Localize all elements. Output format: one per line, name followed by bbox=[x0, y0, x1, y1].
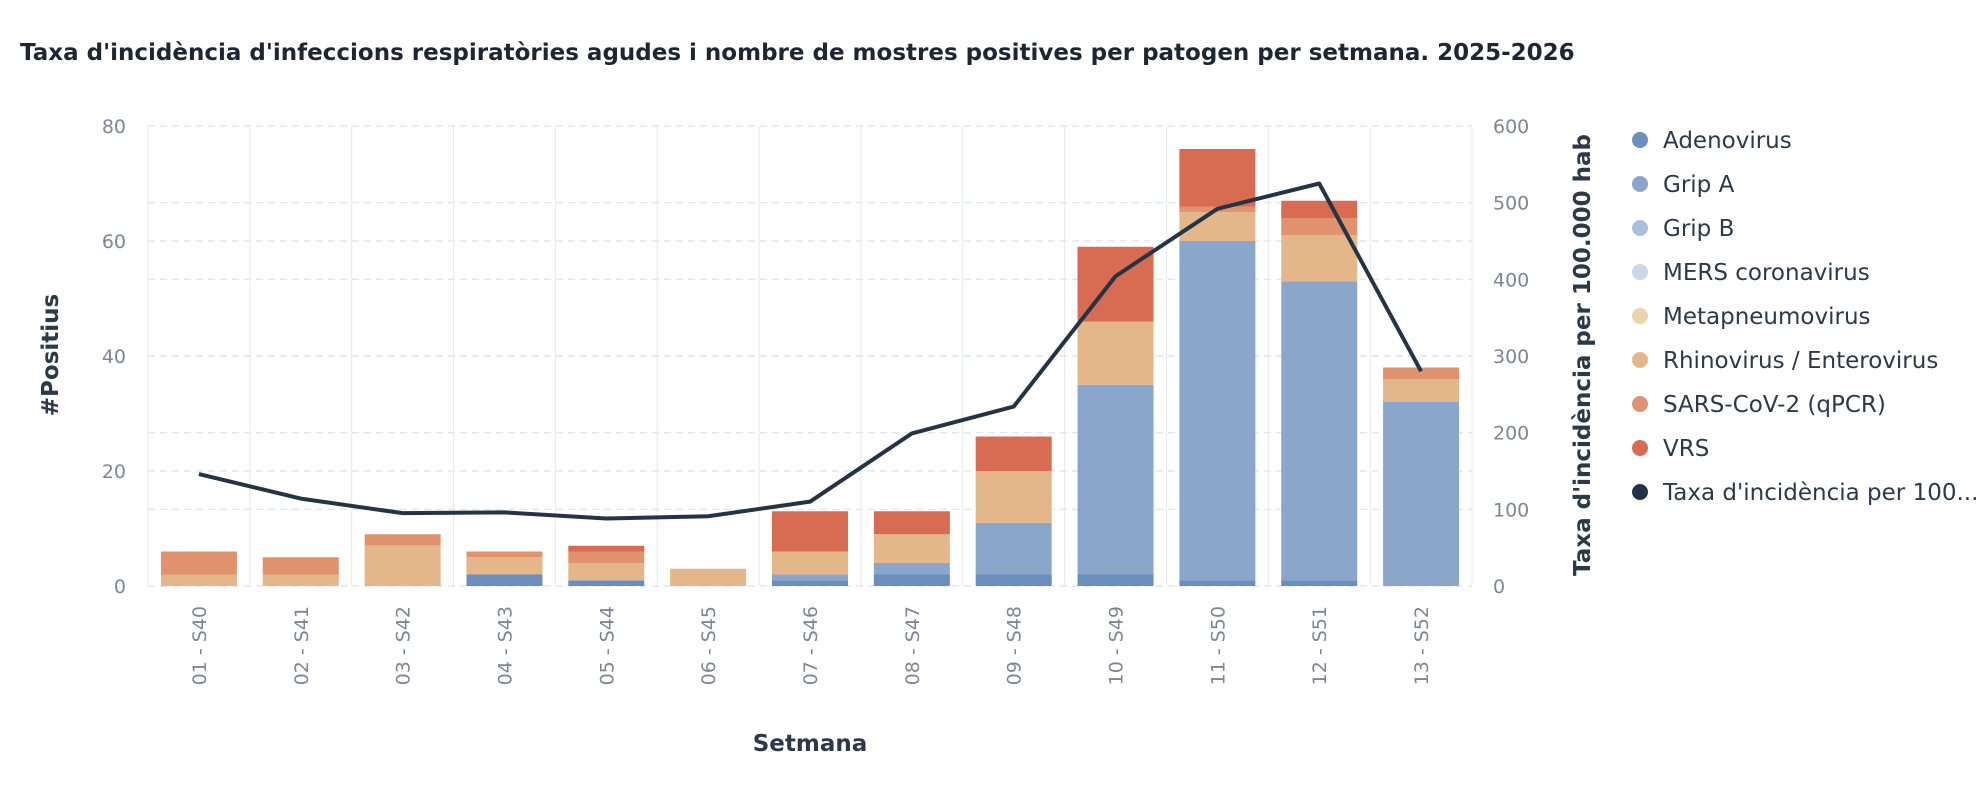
bar-grip-a-11 bbox=[1179, 241, 1256, 581]
axes: #Positius Taxa d'incidència per 100.000 … bbox=[38, 116, 1596, 757]
bar-rhinovirus-enterovirus-3 bbox=[364, 545, 441, 586]
bar-rhinovirus-enterovirus-9 bbox=[975, 471, 1052, 523]
bar-sars-cov-2-qpcr--2 bbox=[262, 557, 339, 575]
x-tick-label: 01 - S40 bbox=[189, 606, 211, 685]
bar-vrs-8 bbox=[873, 511, 950, 535]
x-tick-label: 08 - S47 bbox=[902, 606, 924, 685]
y-tick-label: 20 bbox=[102, 461, 126, 483]
legend-marker bbox=[1632, 220, 1648, 236]
legend-label: Grip A bbox=[1663, 172, 1735, 198]
bar-rhinovirus-enterovirus-5 bbox=[568, 563, 645, 581]
bar-adenovirus-9 bbox=[975, 574, 1052, 586]
y-tick-label: 0 bbox=[114, 576, 126, 598]
bar-sars-cov-2-qpcr--3 bbox=[364, 534, 441, 546]
x-tick-label: 12 - S51 bbox=[1309, 606, 1331, 685]
bar-vrs-9 bbox=[975, 436, 1052, 471]
chart-title: Taxa d'incidència d'infeccions respiratò… bbox=[20, 40, 1575, 66]
bar-grip-a-7 bbox=[772, 574, 848, 581]
y-axis-title: #Positius bbox=[38, 294, 64, 416]
bar-grip-a-10 bbox=[1077, 384, 1154, 575]
legend-label: Metapneumovirus bbox=[1663, 304, 1871, 330]
bar-grip-a-12 bbox=[1281, 281, 1358, 581]
bar-adenovirus-8 bbox=[873, 574, 950, 586]
bar-vrs-11 bbox=[1179, 149, 1256, 207]
bar-adenovirus-5 bbox=[568, 580, 645, 586]
y2-tick-label: 0 bbox=[1493, 576, 1505, 598]
x-axis-title: Setmana bbox=[753, 731, 868, 757]
bar-sars-cov-2-qpcr--4 bbox=[466, 551, 543, 558]
bar-grip-a-13 bbox=[1383, 402, 1460, 586]
legend-marker bbox=[1632, 484, 1648, 500]
legend-marker bbox=[1632, 176, 1648, 192]
y2-tick-label: 400 bbox=[1493, 269, 1529, 291]
bar-grip-a-9 bbox=[975, 522, 1052, 575]
x-tick-label: 13 - S52 bbox=[1411, 606, 1433, 685]
bar-rhinovirus-enterovirus-13 bbox=[1383, 379, 1460, 402]
incidence-line-layer bbox=[198, 181, 1423, 521]
bars bbox=[160, 149, 1460, 586]
y2-tick-label: 200 bbox=[1493, 423, 1529, 445]
legend-label: Grip B bbox=[1663, 216, 1734, 242]
bar-adenovirus-10 bbox=[1077, 574, 1154, 586]
legend-label: Adenovirus bbox=[1663, 128, 1792, 154]
bar-rhinovirus-enterovirus-1 bbox=[160, 574, 237, 586]
legend-label: Taxa d'incidència per 100... bbox=[1662, 480, 1978, 506]
incidence-rate-line bbox=[198, 181, 1423, 521]
legend-marker bbox=[1632, 440, 1648, 456]
y-tick-label: 40 bbox=[102, 346, 126, 368]
bar-vrs-12 bbox=[1281, 200, 1358, 218]
bar-adenovirus-12 bbox=[1281, 580, 1358, 586]
bar-rhinovirus-enterovirus-8 bbox=[873, 534, 950, 563]
bar-rhinovirus-enterovirus-7 bbox=[772, 551, 848, 575]
x-tick-label: 10 - S49 bbox=[1106, 606, 1128, 685]
x-tick-label: 04 - S43 bbox=[494, 606, 516, 685]
x-tick-label: 05 - S44 bbox=[596, 606, 618, 685]
y2-tick-label: 100 bbox=[1493, 499, 1529, 521]
y2-tick-label: 600 bbox=[1493, 116, 1529, 138]
bar-rhinovirus-enterovirus-10 bbox=[1077, 321, 1154, 385]
legend-label: Rhinovirus / Enterovirus bbox=[1663, 348, 1938, 374]
y2-tick-label: 300 bbox=[1493, 346, 1529, 368]
legend-label: VRS bbox=[1663, 436, 1709, 462]
legend: Adenovirus Grip A Grip B MERS coronavirus Me… bbox=[1632, 128, 1978, 506]
bar-rhinovirus-enterovirus-6 bbox=[670, 568, 747, 586]
x-tick-label: 02 - S41 bbox=[291, 606, 313, 685]
bar-vrs-5 bbox=[568, 545, 645, 552]
bar-rhinovirus-enterovirus-2 bbox=[262, 574, 339, 586]
x-tick-label: 06 - S45 bbox=[698, 606, 720, 685]
legend-marker bbox=[1632, 352, 1648, 368]
bar-grip-a-8 bbox=[873, 563, 950, 575]
y-tick-label: 60 bbox=[102, 231, 126, 253]
legend-marker bbox=[1632, 132, 1648, 148]
x-tick-label: 07 - S46 bbox=[800, 606, 822, 685]
x-tick-label: 03 - S42 bbox=[393, 606, 415, 685]
bar-sars-cov-2-qpcr--1 bbox=[160, 551, 237, 575]
legend-label: SARS-CoV-2 (qPCR) bbox=[1663, 392, 1886, 418]
legend-label: MERS coronavirus bbox=[1663, 260, 1870, 286]
bar-adenovirus-4 bbox=[466, 574, 543, 586]
y-tick-label: 80 bbox=[102, 116, 126, 138]
bar-sars-cov-2-qpcr--5 bbox=[568, 551, 645, 563]
y2-tick-label: 500 bbox=[1493, 193, 1529, 215]
bar-adenovirus-11 bbox=[1179, 580, 1256, 586]
bar-vrs-7 bbox=[772, 511, 848, 552]
legend-marker bbox=[1632, 308, 1648, 324]
x-tick-label: 09 - S48 bbox=[1004, 606, 1026, 685]
x-tick-label: 11 - S50 bbox=[1207, 606, 1229, 685]
legend-marker bbox=[1632, 264, 1648, 280]
bar-rhinovirus-enterovirus-4 bbox=[466, 557, 543, 575]
bar-sars-cov-2-qpcr--13 bbox=[1383, 367, 1460, 379]
bar-rhinovirus-enterovirus-12 bbox=[1281, 235, 1358, 282]
bar-adenovirus-7 bbox=[772, 580, 848, 586]
legend-marker bbox=[1632, 396, 1648, 412]
y2-axis-title: Taxa d'incidència per 100.000 hab bbox=[1570, 134, 1596, 576]
